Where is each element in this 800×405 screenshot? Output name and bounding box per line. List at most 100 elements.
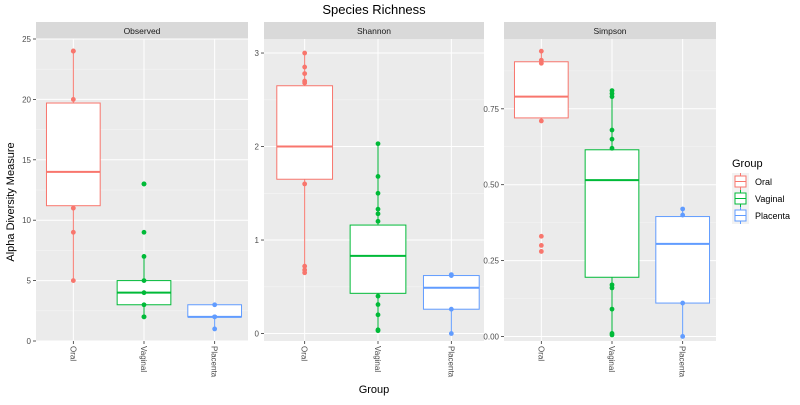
- box-body: [655, 216, 711, 304]
- box-body: [422, 275, 480, 310]
- data-point: [680, 334, 686, 339]
- data-point: [375, 293, 381, 299]
- legend-label-vaginal: Vaginal: [755, 194, 784, 204]
- legend-title: Group: [732, 158, 763, 170]
- box-observed-placenta: [187, 302, 243, 332]
- data-point: [302, 263, 308, 269]
- y-tick-label-observed: 15: [22, 156, 31, 165]
- data-point: [141, 229, 147, 235]
- legend-item-oral: Oral: [732, 173, 772, 190]
- y-tick-label-observed: 20: [22, 95, 31, 104]
- box-shannon-placenta: [422, 272, 480, 336]
- y-tick-label-simpson: 0.00: [483, 332, 499, 341]
- box-simpson-placenta: [655, 206, 711, 339]
- legend-label-placenta: Placenta: [755, 211, 790, 221]
- y-tick-label-simpson: 0.25: [483, 257, 499, 266]
- data-point: [141, 181, 147, 187]
- data-point: [212, 326, 218, 332]
- legend-item-placenta: Placenta: [732, 207, 790, 224]
- box-simpson-vaginal: [584, 88, 640, 338]
- data-point: [448, 273, 454, 278]
- data-point: [538, 48, 544, 54]
- x-tick-label-simpson-vaginal: Vaginal: [607, 346, 616, 372]
- y-tick-label-observed: 5: [27, 277, 32, 286]
- box-body: [45, 102, 101, 207]
- data-point: [538, 118, 544, 124]
- data-point: [680, 212, 686, 218]
- data-point: [212, 302, 218, 308]
- box-simpson-oral: [513, 48, 569, 254]
- box-shannon-vaginal: [349, 141, 407, 334]
- data-point: [609, 94, 615, 100]
- data-point: [302, 270, 308, 276]
- facet-observed: Observed 0 5 10 15 20 25 Oral Vaginal Placenta: [22, 22, 248, 378]
- data-point: [375, 211, 381, 217]
- y-tick-label-simpson: 0.75: [483, 105, 499, 114]
- data-point: [141, 314, 147, 320]
- data-point: [609, 332, 615, 338]
- y-tick-label-shannon: 0: [255, 330, 260, 339]
- y-tick-label-shannon: 1: [255, 236, 260, 245]
- data-point: [302, 64, 308, 70]
- data-point: [538, 242, 544, 248]
- x-tick-label-shannon-vaginal: Vaginal: [373, 346, 382, 372]
- data-point: [538, 233, 544, 239]
- data-point: [375, 312, 381, 318]
- data-point: [609, 127, 615, 133]
- data-point: [680, 300, 686, 306]
- data-point: [141, 302, 147, 308]
- x-tick-label-simpson-oral: Oral: [536, 346, 545, 361]
- facet-strip-shannon: [264, 22, 484, 39]
- data-point: [70, 97, 76, 102]
- data-point: [212, 314, 218, 320]
- data-point: [609, 136, 615, 142]
- data-point: [70, 205, 76, 211]
- data-point: [302, 80, 308, 86]
- data-point: [538, 249, 544, 254]
- y-axis-label: Alpha Diversity Measure: [5, 142, 17, 261]
- facet-strip-label-simpson: Simpson: [593, 26, 626, 36]
- y-tick-label-simpson: 0.50: [483, 181, 499, 190]
- x-tick-label-shannon-oral: Oral: [300, 346, 309, 361]
- data-point: [609, 285, 615, 291]
- data-point: [375, 174, 381, 179]
- box-observed-vaginal: [116, 181, 172, 320]
- data-point: [375, 218, 381, 224]
- x-tick-label-simpson-placenta: Placenta: [678, 346, 687, 378]
- facet-simpson: Simpson 0.00 0.25 0.50 0.75 Oral Vaginal Placen…: [483, 22, 716, 378]
- data-point: [448, 331, 454, 336]
- data-point: [70, 229, 76, 235]
- data-point: [448, 306, 454, 312]
- y-tick-label-shannon: 2: [255, 143, 260, 152]
- data-point: [680, 206, 686, 212]
- legend: Group Oral Vaginal Placenta: [732, 158, 790, 224]
- data-point: [538, 60, 544, 66]
- box-body: [513, 61, 569, 119]
- legend-label-oral: Oral: [755, 177, 772, 187]
- data-point: [302, 50, 308, 56]
- x-tick-label-observed-vaginal: Vaginal: [139, 346, 148, 372]
- data-point: [609, 145, 615, 151]
- data-point: [375, 206, 381, 212]
- data-point: [141, 254, 147, 259]
- box-body: [584, 149, 640, 278]
- x-tick-label-observed-oral: Oral: [68, 346, 77, 361]
- x-axis-label: Group: [359, 384, 390, 396]
- x-tick-label-observed-placenta: Placenta: [210, 346, 219, 378]
- data-point: [302, 181, 308, 187]
- data-point: [375, 190, 381, 196]
- x-tick-label-shannon-placenta: Placenta: [446, 346, 455, 378]
- facet-shannon: Shannon 0 1 2 3 Oral Vaginal Placenta: [255, 22, 484, 378]
- box-body: [349, 224, 407, 294]
- facet-strip-label-shannon: Shannon: [357, 26, 391, 36]
- chart-title: Species Richness: [322, 2, 426, 17]
- box-observed-oral: [45, 48, 101, 283]
- facet-strip-observed: [36, 22, 248, 39]
- y-tick-label-observed: 0: [27, 337, 32, 346]
- y-tick-label-observed: 25: [22, 35, 31, 44]
- data-point: [375, 141, 381, 147]
- facet-strip-simpson: [504, 22, 716, 39]
- y-tick-label-observed: 10: [22, 216, 31, 225]
